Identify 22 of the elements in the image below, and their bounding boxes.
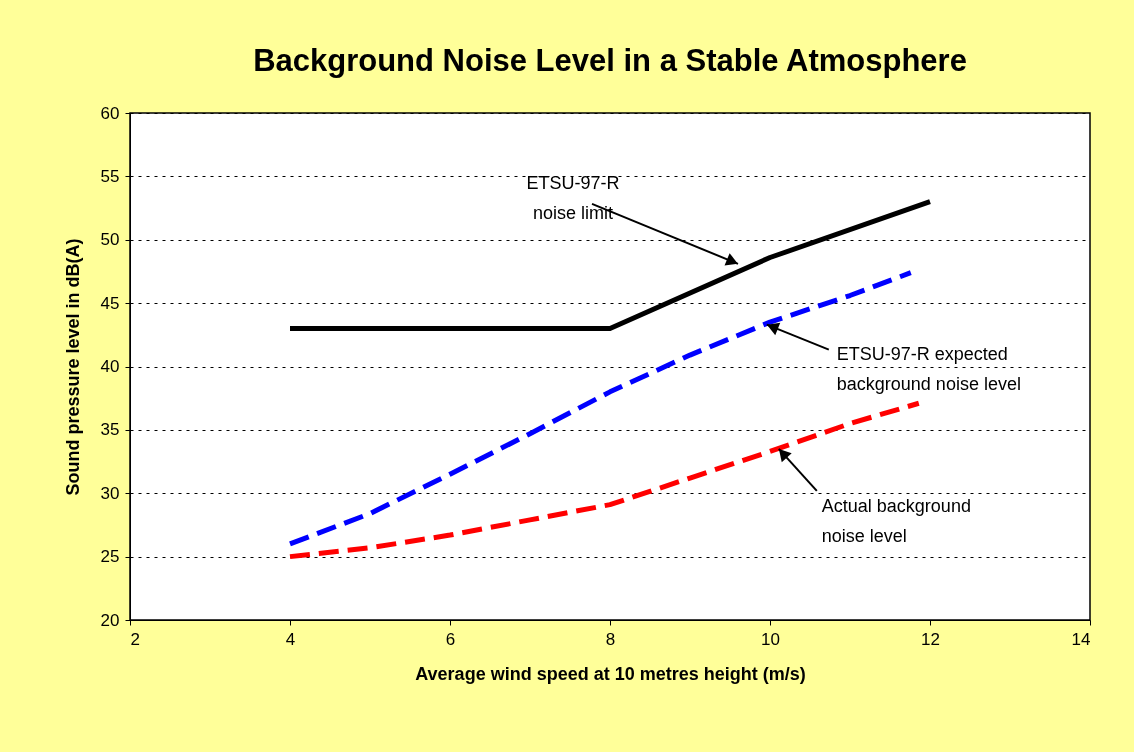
x-tick-label: 10 (761, 629, 780, 649)
y-tick-label: 60 (100, 103, 120, 123)
x-tick-label: 6 (445, 629, 456, 649)
x-tick-label: 14 (1071, 629, 1091, 649)
chart-title: Background Noise Level in a Stable Atmosphere (253, 43, 967, 78)
annotation: ETSU-97-R expected background noise level (836, 343, 1021, 394)
y-tick-label: 45 (100, 293, 120, 313)
annotation: ETSU-97-R noise limit (526, 172, 620, 223)
y-tick-label: 25 (100, 547, 120, 567)
y-tick-label: 40 (100, 357, 120, 376)
y-tick-label: 35 (100, 420, 120, 440)
y-tick-label: 20 (100, 610, 120, 630)
y-tick-label: 50 (100, 230, 120, 250)
x-tick-label: 12 (921, 629, 940, 649)
annotation: Actual background noise level (821, 495, 971, 546)
y-tick-label: 30 (100, 483, 120, 503)
x-axis-title: Average wind speed at 10 metres height (m/s) (415, 663, 806, 684)
x-tick-label: 8 (605, 629, 616, 649)
x-tick-label: 4 (285, 629, 296, 649)
y-axis-title: Sound pressure level in dB(A) (62, 238, 83, 496)
x-tick-label: 2 (130, 629, 140, 649)
y-tick-label: 55 (100, 166, 120, 186)
